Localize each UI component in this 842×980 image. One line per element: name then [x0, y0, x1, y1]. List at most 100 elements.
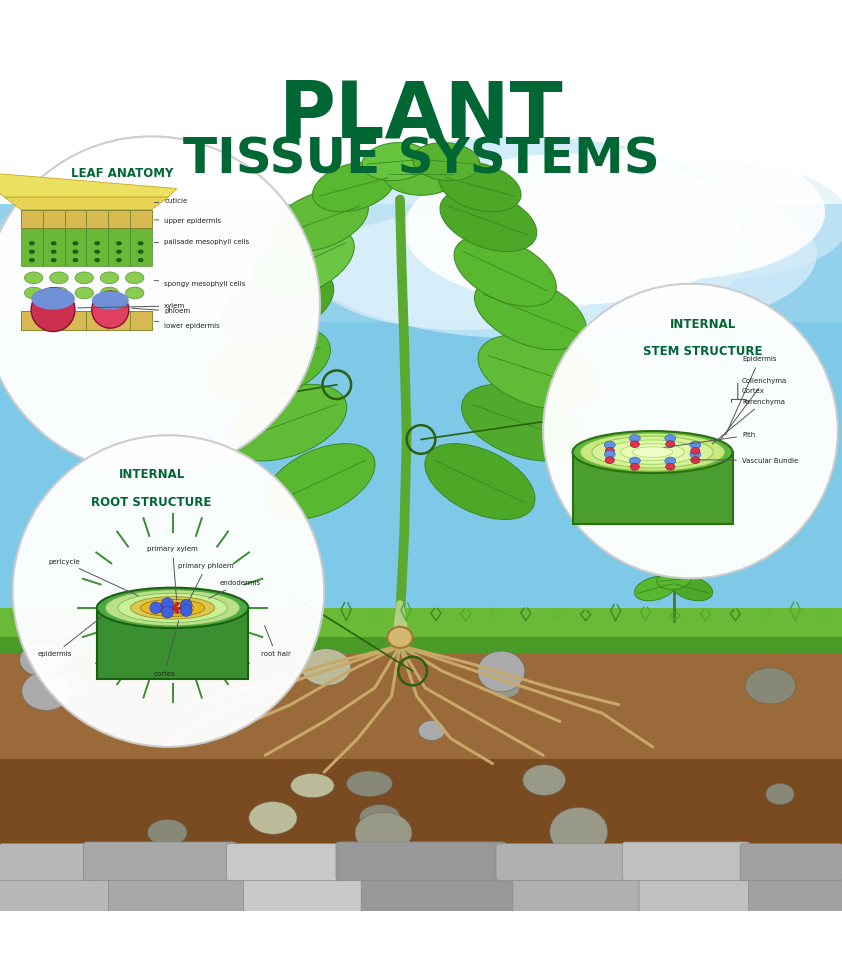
- Text: epidermis: epidermis: [37, 616, 102, 658]
- FancyBboxPatch shape: [0, 844, 842, 911]
- FancyBboxPatch shape: [622, 842, 750, 881]
- Ellipse shape: [605, 448, 615, 454]
- Ellipse shape: [75, 271, 93, 284]
- Ellipse shape: [50, 287, 68, 299]
- Ellipse shape: [290, 773, 334, 798]
- Ellipse shape: [690, 457, 700, 464]
- Ellipse shape: [152, 603, 194, 613]
- Ellipse shape: [312, 162, 395, 212]
- Ellipse shape: [362, 142, 429, 180]
- Text: Cortex: Cortex: [742, 388, 765, 394]
- Ellipse shape: [522, 145, 825, 279]
- FancyBboxPatch shape: [130, 312, 152, 330]
- Ellipse shape: [97, 588, 248, 628]
- Text: Parenchyma: Parenchyma: [712, 399, 785, 444]
- Text: pericycle: pericycle: [48, 559, 138, 596]
- Ellipse shape: [24, 287, 43, 299]
- FancyBboxPatch shape: [65, 312, 86, 330]
- Ellipse shape: [666, 441, 675, 448]
- FancyBboxPatch shape: [86, 210, 108, 228]
- Text: ROOT STRUCTURE: ROOT STRUCTURE: [92, 496, 211, 509]
- Circle shape: [13, 435, 324, 747]
- Text: endodermis: endodermis: [209, 580, 260, 598]
- Text: TISSUE SYSTEMS: TISSUE SYSTEMS: [183, 136, 659, 184]
- FancyBboxPatch shape: [639, 851, 759, 912]
- FancyBboxPatch shape: [243, 846, 371, 912]
- Circle shape: [162, 607, 173, 618]
- FancyBboxPatch shape: [0, 204, 842, 620]
- Ellipse shape: [50, 271, 68, 284]
- Ellipse shape: [439, 162, 521, 212]
- Circle shape: [162, 598, 173, 610]
- FancyBboxPatch shape: [21, 210, 43, 228]
- Ellipse shape: [580, 433, 725, 471]
- Ellipse shape: [118, 593, 227, 622]
- Ellipse shape: [147, 819, 187, 846]
- Ellipse shape: [666, 464, 675, 470]
- Ellipse shape: [630, 441, 639, 448]
- Ellipse shape: [22, 671, 71, 710]
- Ellipse shape: [605, 451, 616, 458]
- Ellipse shape: [125, 287, 144, 299]
- FancyBboxPatch shape: [109, 851, 253, 912]
- FancyBboxPatch shape: [43, 229, 65, 266]
- Ellipse shape: [116, 258, 122, 263]
- Ellipse shape: [605, 441, 616, 449]
- Text: Collenchyma: Collenchyma: [721, 377, 787, 439]
- Ellipse shape: [672, 576, 712, 601]
- Ellipse shape: [51, 241, 56, 245]
- Text: phloem: phloem: [131, 308, 190, 315]
- Ellipse shape: [446, 178, 817, 330]
- Ellipse shape: [629, 434, 640, 442]
- Ellipse shape: [29, 250, 35, 254]
- Text: cortex: cortex: [153, 620, 179, 677]
- Ellipse shape: [116, 250, 122, 254]
- Circle shape: [150, 602, 162, 613]
- Ellipse shape: [745, 667, 796, 704]
- Ellipse shape: [138, 250, 144, 254]
- Ellipse shape: [425, 444, 535, 519]
- Text: lower epidermis: lower epidermis: [154, 321, 220, 329]
- Text: LEAF ANATOMY: LEAF ANATOMY: [71, 167, 173, 180]
- Ellipse shape: [0, 212, 219, 330]
- Text: palisade mesophyll cells: palisade mesophyll cells: [154, 239, 249, 245]
- Text: cuticle: cuticle: [154, 198, 188, 204]
- Ellipse shape: [387, 627, 413, 648]
- Ellipse shape: [272, 189, 368, 252]
- Ellipse shape: [621, 444, 685, 461]
- FancyBboxPatch shape: [97, 608, 248, 679]
- Ellipse shape: [51, 250, 56, 254]
- FancyBboxPatch shape: [0, 608, 842, 655]
- FancyBboxPatch shape: [108, 312, 130, 330]
- Text: primary phloem: primary phloem: [179, 564, 234, 602]
- Ellipse shape: [454, 236, 557, 307]
- Ellipse shape: [72, 250, 78, 254]
- Ellipse shape: [286, 136, 758, 338]
- FancyBboxPatch shape: [21, 210, 152, 228]
- FancyBboxPatch shape: [65, 210, 86, 228]
- Ellipse shape: [154, 603, 191, 612]
- Ellipse shape: [665, 457, 676, 465]
- Ellipse shape: [573, 431, 733, 473]
- Text: PLANT: PLANT: [279, 77, 563, 153]
- Ellipse shape: [481, 664, 509, 680]
- Ellipse shape: [605, 457, 615, 464]
- Ellipse shape: [489, 678, 520, 698]
- FancyBboxPatch shape: [496, 844, 632, 881]
- Ellipse shape: [51, 258, 56, 263]
- Ellipse shape: [347, 771, 392, 797]
- Ellipse shape: [24, 271, 43, 284]
- Ellipse shape: [252, 227, 354, 298]
- Ellipse shape: [138, 258, 144, 263]
- Ellipse shape: [92, 291, 129, 310]
- Ellipse shape: [477, 651, 525, 692]
- Ellipse shape: [632, 447, 673, 458]
- Circle shape: [92, 291, 129, 328]
- Ellipse shape: [29, 241, 35, 245]
- Ellipse shape: [248, 802, 297, 834]
- FancyBboxPatch shape: [226, 844, 346, 881]
- FancyBboxPatch shape: [108, 229, 130, 266]
- Text: primary xylem: primary xylem: [147, 547, 198, 600]
- FancyBboxPatch shape: [361, 851, 523, 912]
- FancyBboxPatch shape: [21, 312, 152, 330]
